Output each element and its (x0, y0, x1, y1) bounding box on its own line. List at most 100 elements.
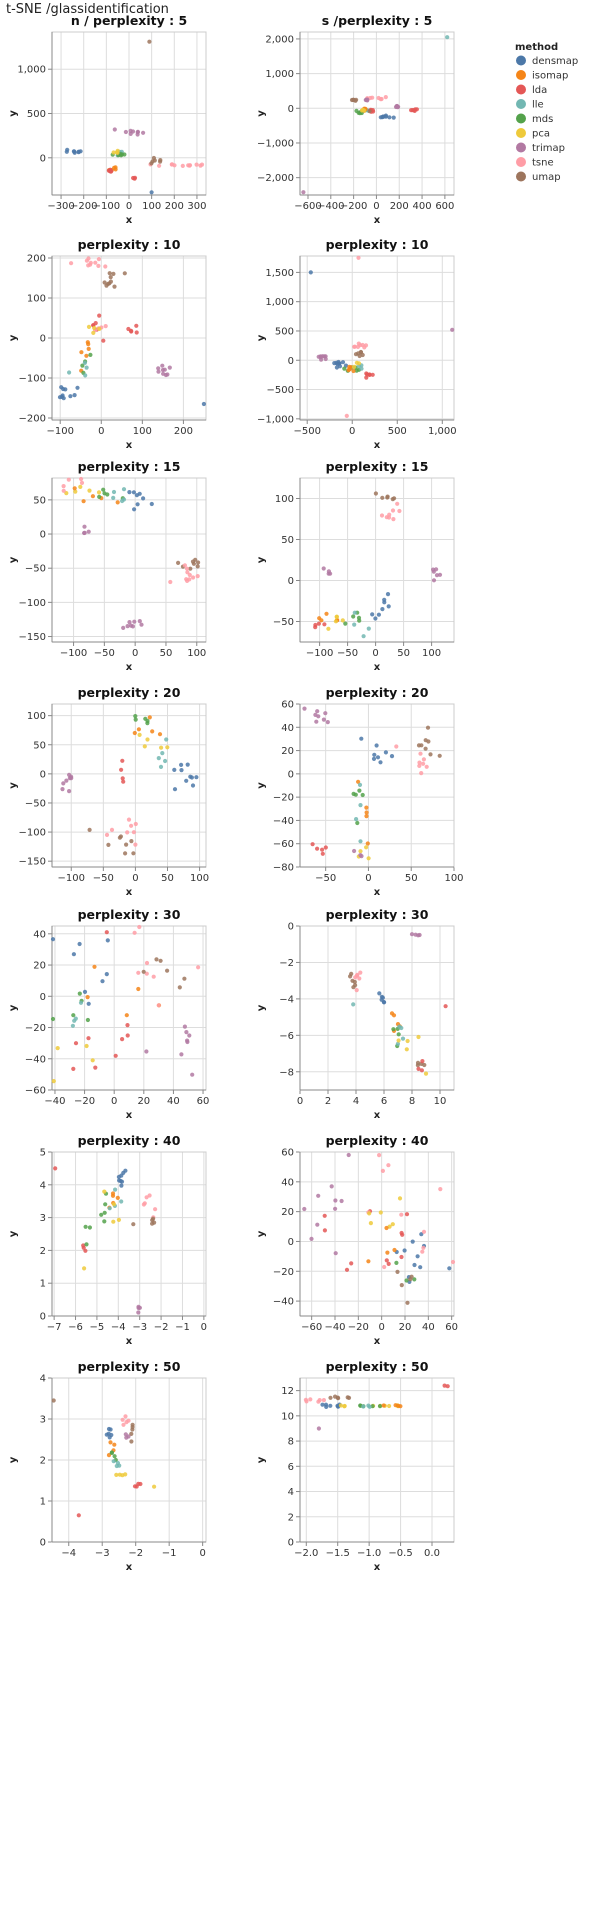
x-axis-title: x (374, 440, 381, 451)
data-point-lle (399, 1025, 404, 1031)
data-point-pca (358, 849, 363, 854)
data-point-densmap (132, 507, 137, 512)
data-point-pca (78, 484, 83, 489)
data-point-isomap (364, 805, 369, 810)
data-point-trimap (409, 932, 415, 937)
data-point-trimap (434, 567, 439, 572)
x-tick-label: −100 (60, 648, 87, 659)
data-point-mds (351, 614, 356, 619)
x-tick-label: 0 (132, 873, 138, 884)
data-point-tsne (418, 751, 423, 756)
data-point-mds (377, 1404, 383, 1409)
data-point-umap (408, 1277, 413, 1282)
data-point-tsne (391, 517, 396, 522)
data-point-umap (423, 746, 428, 751)
data-point-tsne (397, 508, 402, 514)
x-tick-label: −100 (93, 201, 120, 212)
data-point-lda (81, 1243, 86, 1248)
x-tick-label: 100 (187, 648, 206, 659)
data-point-lda (400, 1232, 405, 1237)
x-axis-title: x (126, 662, 133, 673)
y-axis-title: y (256, 1004, 267, 1011)
data-point-pca (340, 618, 345, 623)
data-point-tsne (395, 501, 400, 506)
data-point-pca (367, 1211, 372, 1216)
data-point-pca (352, 364, 357, 369)
y-axis-title: y (256, 110, 267, 117)
x-tick-label: −100 (58, 873, 85, 884)
data-point-mds (343, 621, 348, 626)
data-point-densmap (72, 393, 77, 398)
data-point-tsne (144, 960, 150, 966)
chart-panel-5: −100 −50 0 50 100 −150 −100 −50 0 50 perplexity : … (8, 459, 207, 673)
data-point-lle (114, 1463, 119, 1469)
y-tick-label: −100 (19, 374, 46, 385)
data-point-densmap (65, 147, 70, 152)
y-tick-label: 50 (33, 495, 46, 506)
data-point-isomap (324, 611, 329, 616)
data-point-isomap (136, 986, 141, 992)
data-point-pca (114, 1472, 119, 1477)
y-tick-label: −6 (279, 1031, 294, 1042)
data-point-umap (196, 560, 201, 565)
data-point-densmap (100, 979, 105, 984)
data-point-tsne (169, 162, 174, 167)
x-tick-label: −5 (90, 1322, 105, 1333)
data-point-densmap (71, 952, 76, 957)
data-point-densmap (179, 762, 184, 768)
data-point-mds (102, 1210, 107, 1215)
data-point-tsne (356, 255, 361, 260)
data-point-lda (411, 108, 417, 113)
data-point-densmap (419, 1232, 424, 1237)
data-point-tsne (394, 744, 399, 749)
data-point-tsne (384, 515, 389, 520)
y-axis-title: y (8, 1456, 19, 1463)
data-point-lda (322, 1228, 327, 1233)
x-tick-label: 4 (353, 1096, 359, 1107)
data-point-densmap (172, 767, 177, 773)
data-point-lda (125, 1033, 130, 1038)
legend: method densmap isomap lda lle mds pca trimap tsn… (515, 42, 578, 183)
data-point-mds (391, 1027, 396, 1032)
data-point-umap (104, 283, 109, 288)
data-point-lda (120, 758, 125, 763)
data-point-trimap (316, 1426, 321, 1431)
x-tick-label: 20 (137, 1096, 150, 1107)
y-tick-label: 1,000 (265, 69, 294, 80)
data-point-lle (120, 498, 125, 504)
data-point-trimap (309, 1236, 314, 1241)
data-point-trimap (358, 853, 363, 858)
data-point-lda (349, 1261, 354, 1266)
data-point-lda (320, 847, 325, 852)
data-point-trimap (141, 130, 146, 135)
chart-panel-11: −7 −6 −5 −4 −3 −2 −1 0 0 1 2 3 4 5 perplexity : 40 x y (8, 1133, 207, 1347)
x-tick-label: −200 (340, 201, 367, 212)
y-tick-label: 60 (281, 700, 294, 711)
data-point-umap (129, 1431, 134, 1436)
data-point-umap (158, 159, 163, 164)
plot-frame (299, 255, 455, 421)
data-point-tsne (421, 1229, 427, 1234)
data-point-isomap (348, 365, 353, 370)
x-tick-label: 500 (388, 426, 407, 437)
data-point-trimap (82, 524, 87, 529)
data-point-densmap (418, 1265, 423, 1270)
data-point-trimap (61, 781, 66, 786)
data-point-umap (150, 1221, 155, 1226)
y-tick-label: 0 (288, 1237, 294, 1248)
x-tick-label: −1.5 (326, 1548, 350, 1559)
x-tick-label: −4 (61, 1548, 76, 1559)
data-point-lle (352, 610, 357, 615)
data-point-mds (396, 1032, 401, 1037)
data-point-trimap (123, 129, 128, 135)
data-point-mds (133, 714, 138, 719)
x-tick-label: −2 (128, 1548, 143, 1559)
y-tick-label: −2 (279, 958, 294, 969)
data-point-trimap (127, 620, 132, 625)
data-point-pca (97, 326, 102, 331)
data-point-isomap (385, 1250, 390, 1255)
x-tick-label: −50 (315, 873, 336, 884)
y-tick-label: 20 (33, 961, 46, 972)
data-point-pca (378, 1210, 383, 1215)
data-point-lda (134, 330, 139, 335)
